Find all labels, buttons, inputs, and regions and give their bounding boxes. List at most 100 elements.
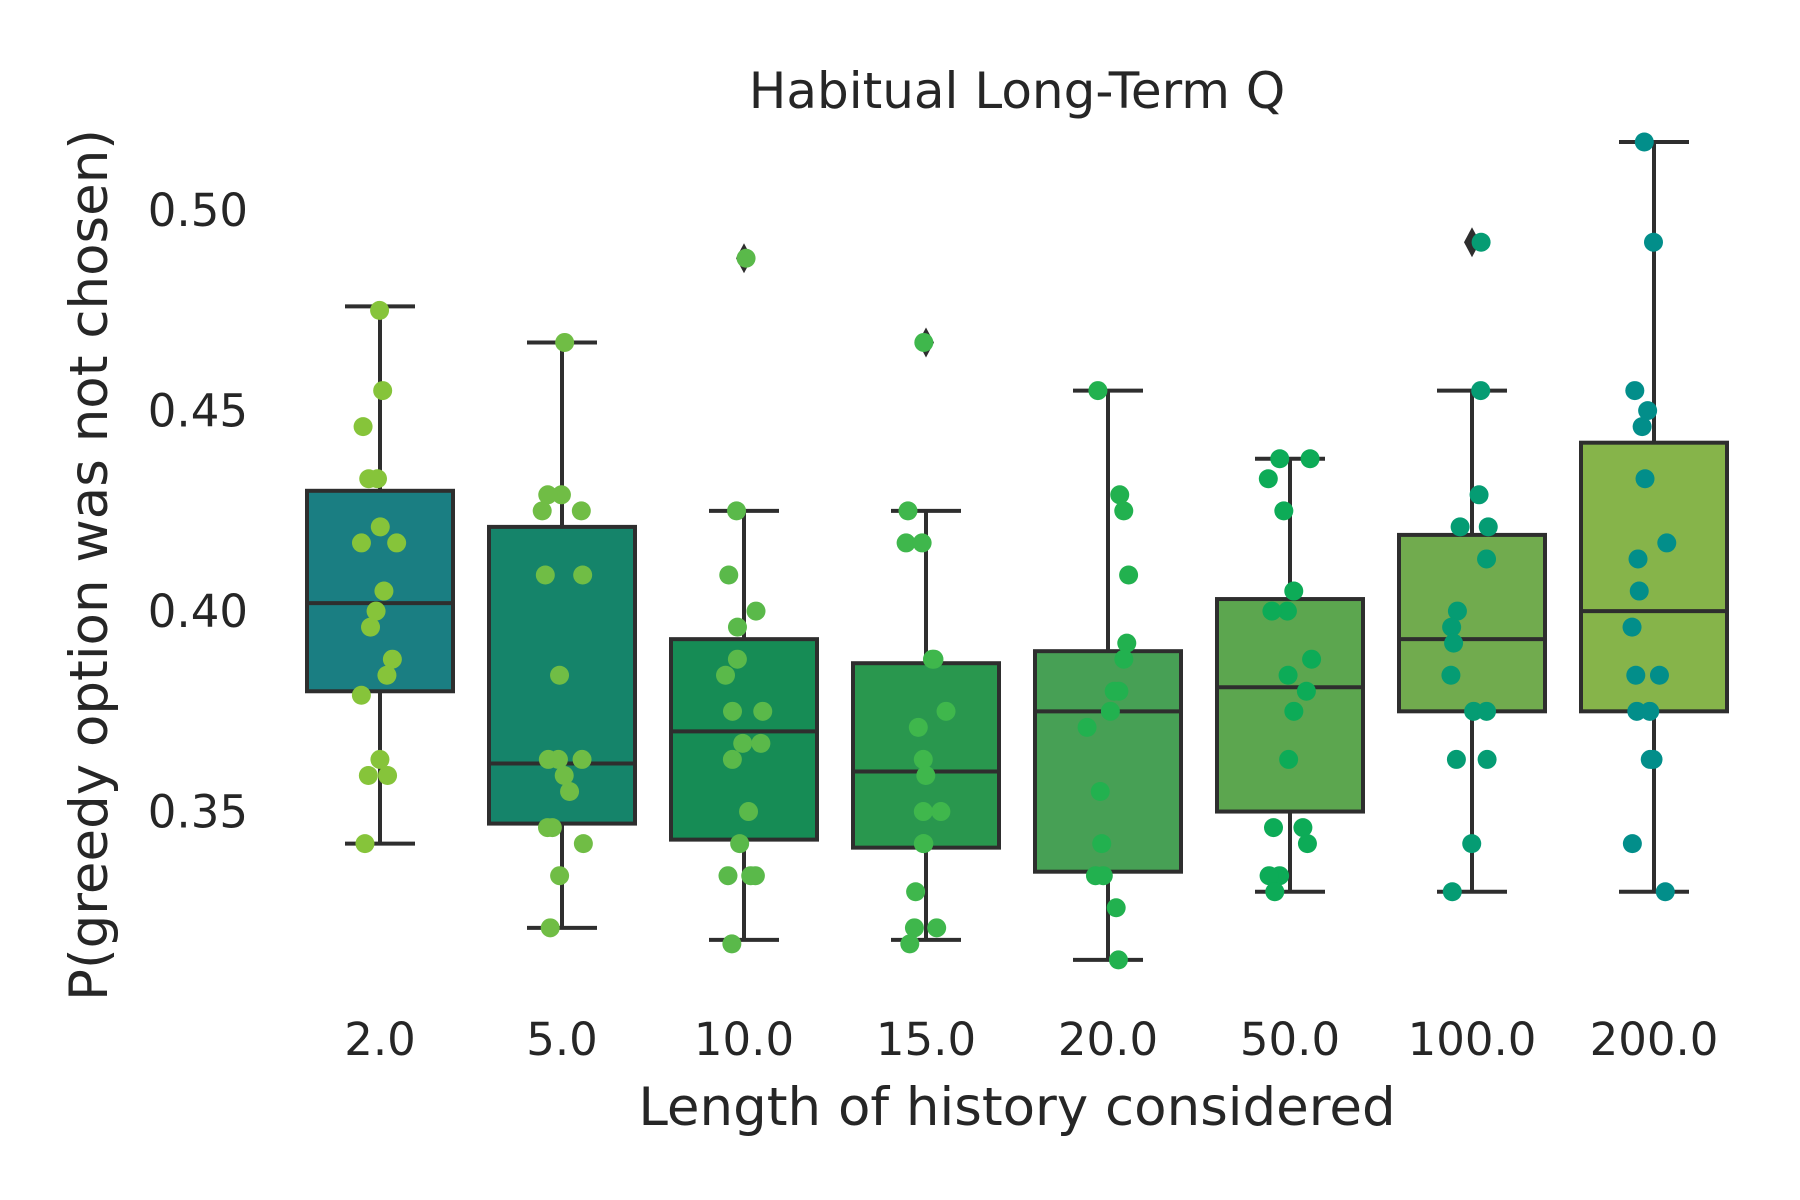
data-point (1450, 517, 1470, 537)
data-point (1278, 665, 1298, 685)
x-axis-ticks: 2.0 5.0 10.0 15.0 20.0 50.0 100.0 200.0 (344, 1013, 1718, 1066)
data-point (727, 649, 747, 669)
box-iqr (1579, 440, 1729, 714)
data-point (900, 934, 920, 954)
data-point (913, 749, 933, 769)
data-point (1446, 749, 1466, 769)
data-point (913, 802, 933, 822)
data-point (548, 749, 568, 769)
data-point (377, 665, 397, 685)
data-point (1264, 818, 1284, 838)
data-point (382, 649, 402, 669)
data-point (1108, 950, 1128, 970)
data-point (722, 934, 742, 954)
data-point (1477, 701, 1497, 721)
data-point (550, 665, 570, 685)
data-point (1622, 834, 1642, 854)
data-point (1274, 501, 1294, 521)
data-point (1277, 601, 1297, 621)
data-point (1100, 701, 1120, 721)
data-point (1106, 898, 1126, 918)
data-point (914, 332, 934, 352)
data-point (535, 565, 555, 585)
data-point (736, 248, 756, 268)
x-tick-label: 200.0 (1590, 1013, 1719, 1066)
data-point (1279, 749, 1299, 769)
data-point (573, 565, 593, 585)
data-point (1284, 581, 1304, 601)
y-tick-label: 0.50 (148, 184, 248, 237)
data-point (1259, 866, 1279, 886)
data-point (551, 485, 571, 505)
data-point (1638, 401, 1658, 421)
data-point (896, 533, 916, 553)
data-point (746, 601, 766, 621)
data-point (1093, 866, 1113, 886)
data-point (555, 332, 575, 352)
data-point (537, 818, 557, 838)
box-group (305, 139, 1729, 962)
data-point (936, 701, 956, 721)
data-point (1302, 649, 1322, 669)
data-point (718, 866, 738, 886)
data-point (1293, 818, 1313, 838)
data-point (378, 765, 398, 785)
data-point (1300, 449, 1320, 469)
data-point (1632, 417, 1652, 437)
data-point (1629, 581, 1649, 601)
data-point (572, 749, 592, 769)
data-point (1284, 701, 1304, 721)
data-point (1088, 381, 1108, 401)
data-point (1077, 717, 1097, 737)
data-point (374, 581, 394, 601)
data-point (1442, 882, 1462, 902)
x-tick-label: 15.0 (876, 1013, 976, 1066)
box-iqr (1397, 532, 1547, 714)
data-point (1477, 549, 1497, 569)
data-point (532, 501, 552, 521)
data-point (1296, 681, 1316, 701)
data-point (373, 381, 393, 401)
x-tick-label: 50.0 (1240, 1013, 1340, 1066)
data-point (370, 300, 390, 320)
data-point (904, 918, 924, 938)
data-point (538, 485, 558, 505)
data-point (722, 749, 742, 769)
data-point (906, 882, 926, 902)
data-point (1471, 232, 1491, 252)
x-tick-label: 20.0 (1058, 1013, 1158, 1066)
data-point (1462, 834, 1482, 854)
data-point (1657, 533, 1677, 553)
data-point (719, 565, 739, 585)
data-point (1114, 501, 1134, 521)
data-point (741, 866, 761, 886)
data-point (730, 834, 750, 854)
data-point (355, 834, 375, 854)
data-point (1441, 665, 1461, 685)
data-point (1477, 749, 1497, 769)
x-axis-label: Length of history considered (638, 1077, 1395, 1138)
data-point (1655, 882, 1675, 902)
data-point (912, 533, 932, 553)
data-point (370, 517, 390, 537)
data-point (573, 834, 593, 854)
data-point (1114, 649, 1134, 669)
data-point (1625, 381, 1645, 401)
y-axis-ticks: 0.35 0.40 0.45 0.50 (148, 184, 248, 838)
data-point (358, 765, 378, 785)
data-point (368, 469, 388, 489)
data-point (1090, 782, 1110, 802)
data-point (1444, 633, 1464, 653)
data-point (733, 733, 753, 753)
data-point (1627, 701, 1647, 721)
chart-title: Habitual Long-Term Q (749, 62, 1285, 120)
data-point (1110, 485, 1130, 505)
data-point (727, 501, 747, 521)
data-point (739, 802, 759, 822)
y-tick-label: 0.35 (148, 786, 248, 839)
y-tick-label: 0.40 (148, 585, 248, 638)
data-point (1104, 681, 1124, 701)
data-point (1635, 469, 1655, 489)
x-tick-label: 100.0 (1408, 1013, 1537, 1066)
